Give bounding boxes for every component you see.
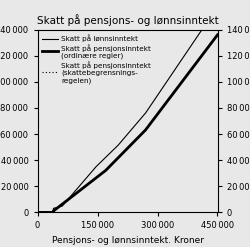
Skatt på lønnsinntekt — [211, 13, 214, 16]
Skatt på pensjonsinntekt
(ordinære regler) — [45, 211, 48, 214]
Skatt på pensjonsinntekt
(ordinære regler) — [211, 41, 214, 43]
Skatt på lønnsinntekt — [124, 136, 126, 139]
Skatt på lønnsinntekt — [119, 141, 122, 144]
Skatt på pensjonsinntekt
(ordinære regler) — [216, 33, 219, 36]
Skatt på lønnsinntekt — [211, 13, 214, 16]
Skatt på pensjonsinntekt
(ordinære regler) — [211, 40, 214, 43]
Line: Skatt på lønnsinntekt: Skatt på lønnsinntekt — [38, 7, 218, 212]
Skatt på pensjonsinntekt
(ordinære regler) — [178, 84, 181, 87]
Skatt på lønnsinntekt — [216, 5, 219, 8]
Line: Skatt på pensjonsinntekt
(ordinære regler): Skatt på pensjonsinntekt (ordinære regle… — [38, 35, 218, 212]
Skatt på lønnsinntekt — [178, 62, 181, 65]
Skatt på pensjonsinntekt
(ordinære regler) — [119, 154, 122, 157]
Title: Skatt på pensjons- og lønnsinntekt: Skatt på pensjons- og lønnsinntekt — [36, 14, 218, 26]
Skatt på lønnsinntekt — [45, 211, 48, 214]
Skatt på pensjonsinntekt
(ordinære regler) — [36, 211, 39, 214]
Skatt på pensjonsinntekt
(ordinære regler) — [124, 149, 126, 152]
Skatt på lønnsinntekt — [36, 211, 39, 214]
Legend: Skatt på lønnsinntekt, Skatt på pensjonsinntekt
(ordinære regler), Skatt på pens: Skatt på lønnsinntekt, Skatt på pensjons… — [39, 31, 154, 86]
X-axis label: Pensjons- og lønnsinntekt. Kroner: Pensjons- og lønnsinntekt. Kroner — [52, 236, 204, 245]
